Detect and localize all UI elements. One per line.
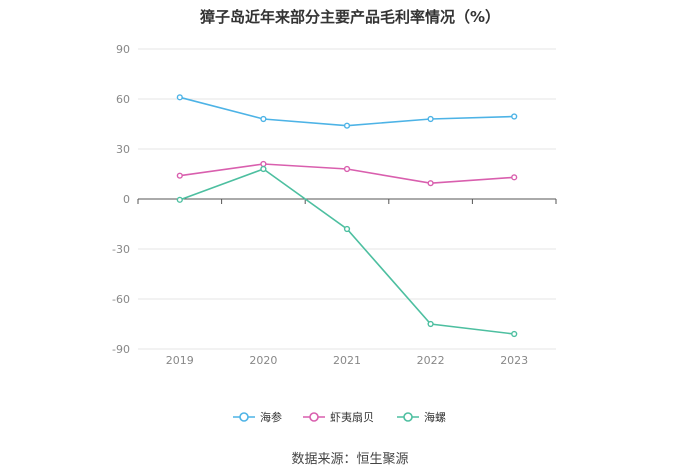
x-tick-label: 2020: [249, 354, 277, 367]
data-point: [511, 174, 518, 181]
series-lines: [176, 94, 518, 338]
legend-label[interactable]: 海螺: [424, 410, 446, 424]
data-point: [427, 180, 434, 187]
data-point: [176, 172, 183, 179]
y-tick-label: 90: [116, 43, 130, 56]
legend-label[interactable]: 虾夷扇贝: [330, 410, 374, 424]
grid-lines: [138, 48, 556, 350]
data-point: [176, 94, 183, 101]
series-line-2: [179, 168, 515, 335]
data-point: [343, 165, 351, 173]
axes: 90 60 30 0 -30 -60 -90 2019 2020 2021 2022 2023: [112, 43, 557, 367]
legend-marker: [403, 412, 413, 422]
legend-marker: [309, 412, 319, 422]
series-line-0: [179, 96, 515, 127]
y-tick-label: -60: [112, 293, 130, 306]
data-point: [260, 160, 267, 168]
chart-title: 獐子岛近年来部分主要产品毛利率情况（%）: [199, 8, 501, 26]
data-point: [427, 320, 434, 328]
legend-marker: [239, 412, 249, 422]
data-point: [260, 165, 267, 173]
source-note: 数据来源：恒生聚源: [291, 452, 409, 467]
data-point: [343, 122, 351, 129]
data-point: [260, 115, 267, 123]
y-tick-label: -90: [112, 343, 130, 356]
data-point: [176, 196, 183, 203]
x-tick-label: 2019: [166, 354, 194, 367]
data-point: [343, 225, 351, 233]
data-point: [511, 330, 518, 338]
data-point: [511, 113, 518, 120]
x-tick-label: 2023: [500, 354, 528, 367]
legend: 海参 虾夷扇贝 海螺: [233, 410, 446, 424]
data-point: [427, 115, 434, 123]
x-tick-label: 2022: [417, 354, 445, 367]
y-tick-label: 0: [123, 193, 130, 206]
y-tick-label: 60: [116, 93, 130, 106]
legend-label[interactable]: 海参: [260, 410, 282, 424]
y-tick-label: -30: [112, 243, 130, 256]
y-tick-label: 30: [116, 143, 130, 156]
x-tick-label: 2021: [333, 354, 361, 367]
